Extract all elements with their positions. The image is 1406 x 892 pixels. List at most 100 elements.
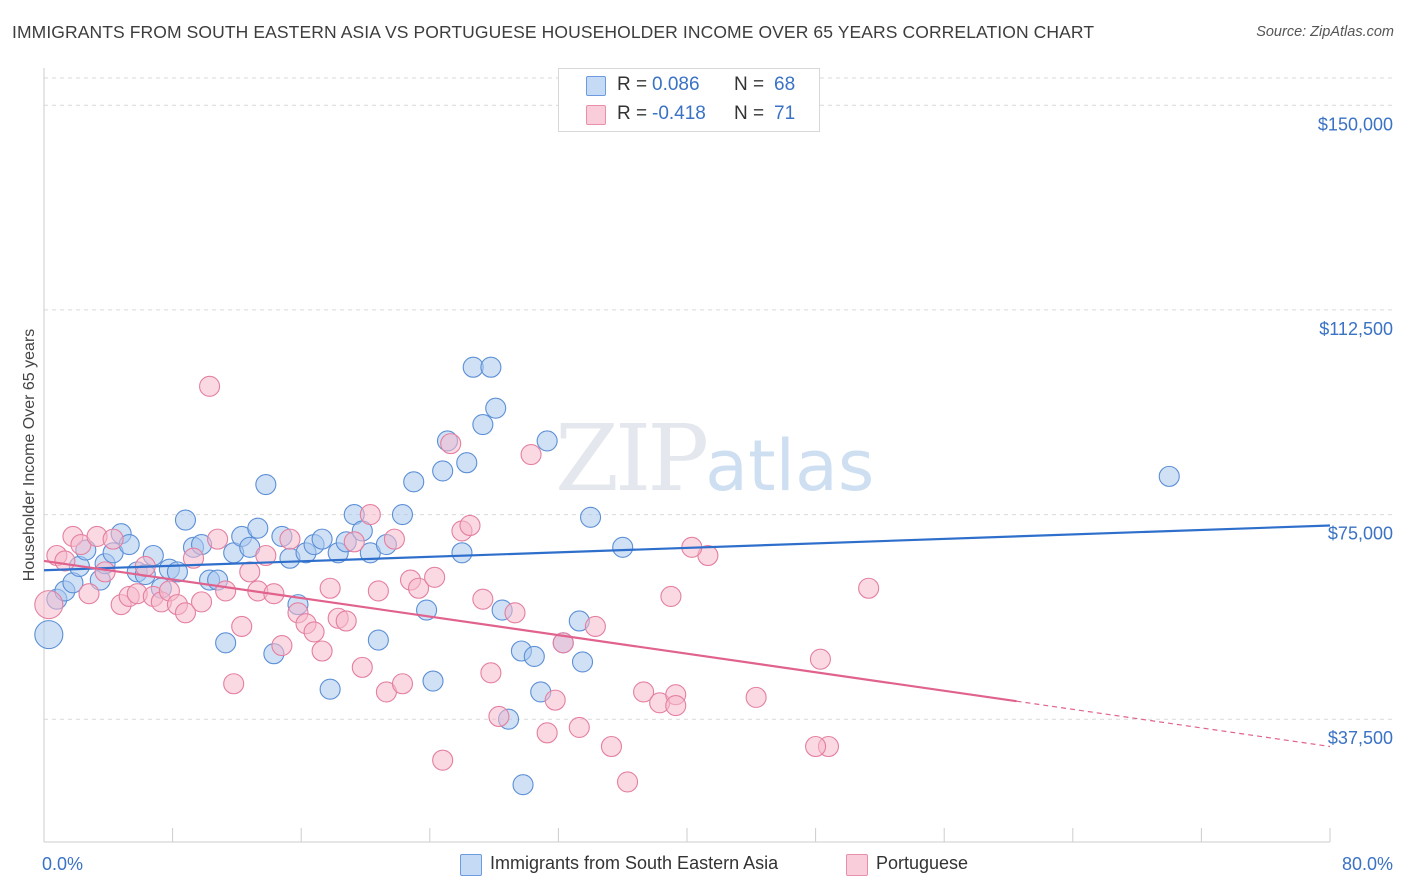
data-point-blue [451, 542, 473, 564]
data-point-pink [520, 443, 542, 466]
data-point-pink [383, 528, 405, 550]
y-tick-label: $75,000 [1328, 524, 1393, 544]
data-point-pink [536, 722, 558, 744]
legend-r-label: R = [617, 74, 648, 95]
data-point-pink [34, 590, 64, 620]
data-point-pink [319, 577, 341, 599]
legend-swatch-pink [586, 105, 606, 125]
data-point-blue [174, 509, 197, 531]
data-point-pink [440, 433, 462, 455]
data-point-blue [480, 356, 502, 378]
legend-n-value: 71 [774, 103, 796, 124]
data-point-pink [367, 580, 389, 602]
source-label: Source: ZipAtlas.com [1256, 24, 1394, 40]
data-point-pink [190, 591, 213, 613]
x-tick-label: 0.0% [42, 854, 83, 874]
data-point-pink [223, 673, 245, 695]
trend-line-pink [43, 559, 1017, 703]
data-point-pink [616, 771, 639, 793]
data-point-pink [424, 566, 446, 588]
data-point-pink [504, 602, 526, 624]
data-point-pink [633, 681, 655, 703]
series-legend: Immigrants from South Eastern Asia Portu… [0, 852, 1406, 878]
legend-n-label: N = [734, 74, 765, 95]
data-point-blue [391, 504, 414, 526]
legend-swatch-blue [586, 76, 606, 96]
data-point-pink [488, 705, 510, 728]
data-point-blue [311, 528, 333, 550]
data-point-blue [536, 430, 558, 452]
legend-row-blue: R = 0.086 N = 68 [559, 71, 819, 99]
data-point-pink [351, 656, 373, 678]
legend-r-label: R = [617, 103, 648, 124]
data-point-pink [544, 689, 566, 711]
data-point-pink [472, 588, 494, 610]
data-point-blue [512, 774, 534, 796]
legend-r-value: 0.086 [652, 74, 700, 95]
data-point-pink [459, 514, 481, 537]
data-point-blue [612, 536, 634, 558]
data-point-pink [568, 716, 590, 738]
data-point-pink [584, 615, 606, 637]
watermark: ZIPatlas [555, 405, 874, 512]
data-point-pink [271, 634, 293, 657]
data-point-pink [207, 528, 229, 550]
data-point-pink [199, 375, 221, 397]
data-point-blue [523, 645, 545, 668]
data-point-pink [182, 547, 205, 569]
data-point-pink [335, 610, 357, 632]
data-point-pink [432, 749, 454, 771]
legend-label: Immigrants from South Eastern Asia [490, 853, 779, 873]
y-axis-label: Householder Income Over 65 years [21, 328, 38, 582]
watermark-zip: ZIP [555, 405, 709, 512]
data-point-pink [343, 531, 365, 553]
data-point-blue [432, 460, 454, 482]
trend-line-blue [43, 524, 1331, 572]
y-tick-label: $150,000 [1318, 114, 1393, 134]
chart-title: IMMIGRANTS FROM SOUTH EASTERN ASIA VS PO… [12, 22, 1095, 42]
data-point-blue [422, 670, 444, 692]
data-point-blue [215, 632, 237, 654]
data-point-blue [247, 517, 269, 539]
data-point-blue [485, 397, 507, 419]
data-point-pink [78, 583, 100, 605]
data-point-blue [579, 506, 602, 528]
data-point-blue [571, 651, 594, 673]
data-point-blue [472, 413, 494, 436]
legend-n-label: N = [734, 103, 765, 124]
data-point-pink [391, 673, 414, 695]
data-point-blue [367, 629, 389, 651]
x-tick-label: 80.0% [1342, 854, 1393, 874]
data-point-pink [215, 580, 237, 602]
legend-row-pink: R = -0.418 N = 71 [559, 100, 819, 128]
data-point-blue [403, 471, 425, 493]
data-point-pink [665, 695, 687, 717]
data-point-pink [303, 621, 325, 643]
data-point-blue [166, 561, 188, 583]
data-point-pink [231, 615, 253, 637]
data-point-pink [805, 735, 827, 758]
y-tick-label: $37,500 [1328, 728, 1393, 748]
data-point-pink [552, 632, 574, 654]
legend-n-value: 68 [774, 74, 796, 95]
legend-swatch-blue [460, 854, 482, 876]
data-point-blue [1158, 465, 1180, 487]
data-point-pink [359, 504, 381, 526]
data-point-pink [660, 585, 682, 607]
data-point-pink [102, 528, 124, 550]
data-point-pink [54, 550, 76, 572]
correlation-legend: R = 0.086 N = 68 R = -0.418 N = 71 [558, 68, 820, 132]
watermark-atlas: atlas [705, 425, 875, 507]
data-point-pink [809, 648, 831, 670]
y-tick-label: $112,500 [1319, 319, 1393, 339]
data-point-pink [174, 602, 197, 624]
data-point-blue [456, 452, 478, 474]
data-point-pink [279, 528, 301, 550]
data-point-pink [745, 686, 767, 708]
data-point-pink [311, 640, 333, 662]
data-point-pink [255, 544, 277, 567]
data-point-pink [480, 662, 502, 684]
data-point-pink [600, 735, 622, 758]
data-point-blue [34, 620, 64, 650]
data-point-pink [239, 561, 261, 583]
